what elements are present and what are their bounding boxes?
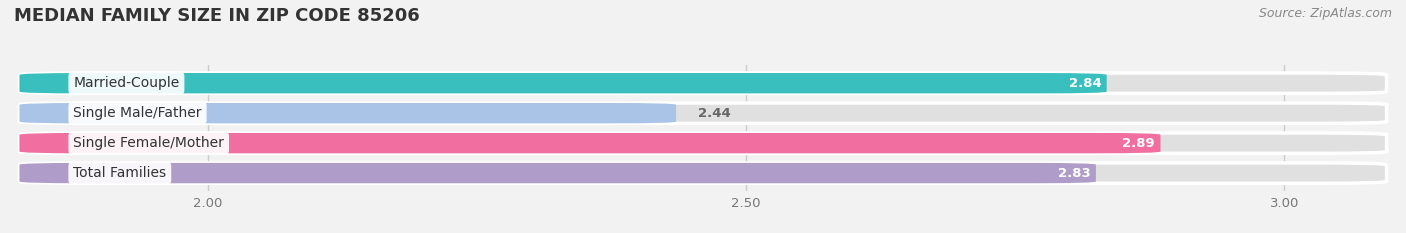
Text: Total Families: Total Families (73, 166, 166, 180)
FancyBboxPatch shape (20, 73, 1386, 93)
Text: MEDIAN FAMILY SIZE IN ZIP CODE 85206: MEDIAN FAMILY SIZE IN ZIP CODE 85206 (14, 7, 420, 25)
FancyBboxPatch shape (20, 133, 1386, 153)
Text: Single Female/Mother: Single Female/Mother (73, 136, 224, 150)
Text: Married-Couple: Married-Couple (73, 76, 180, 90)
Text: Source: ZipAtlas.com: Source: ZipAtlas.com (1258, 7, 1392, 20)
FancyBboxPatch shape (20, 103, 1386, 123)
FancyBboxPatch shape (20, 133, 1160, 153)
Text: 2.83: 2.83 (1057, 167, 1091, 180)
Text: 2.44: 2.44 (697, 107, 730, 120)
Text: 2.89: 2.89 (1122, 137, 1156, 150)
Text: 2.84: 2.84 (1069, 77, 1101, 90)
Text: Single Male/Father: Single Male/Father (73, 106, 202, 120)
FancyBboxPatch shape (20, 163, 1386, 183)
FancyBboxPatch shape (20, 73, 1107, 93)
FancyBboxPatch shape (20, 103, 676, 123)
FancyBboxPatch shape (20, 163, 1095, 183)
